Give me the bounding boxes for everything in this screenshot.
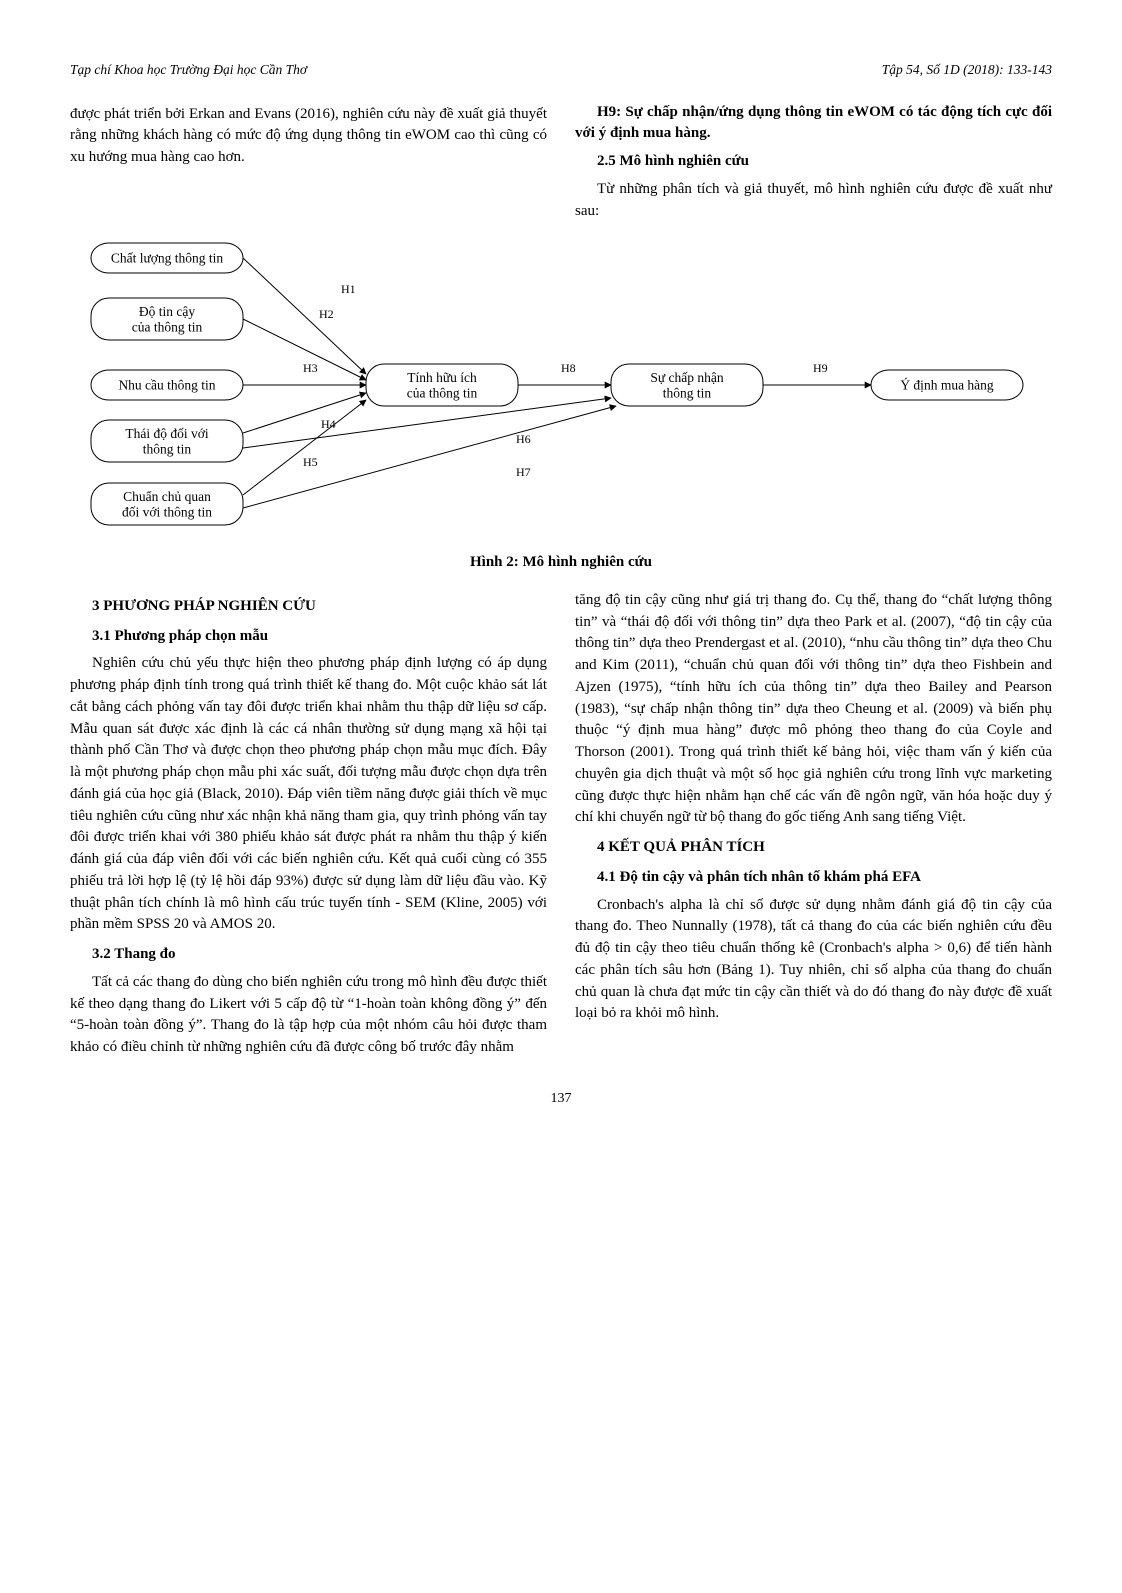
figure-2-caption: Hình 2: Mô hình nghiên cứu xyxy=(70,552,1052,574)
intro-columns: được phát triển bởi Erkan and Evans (201… xyxy=(70,102,1052,223)
sect-3-title: 3 PHƯƠNG PHÁP NGHIÊN CỨU xyxy=(92,596,547,618)
node-n6: Tính hữu íchcủa thông tin xyxy=(366,364,518,406)
edge-label-h7: H7 xyxy=(516,465,531,479)
edge-label-h9: H9 xyxy=(813,361,828,375)
svg-text:Chất lượng thông tin: Chất lượng thông tin xyxy=(111,251,224,266)
edge-h4 xyxy=(243,393,366,433)
intro-right-p: Từ những phân tích và giả thuyết, mô hìn… xyxy=(575,179,1052,223)
sect-4-title: 4 KẾT QUẢ PHÂN TÍCH xyxy=(597,837,1052,859)
svg-text:Tính hữu ích: Tính hữu ích xyxy=(407,370,477,385)
sect-3-1-title: 3.1 Phương pháp chọn mẫu xyxy=(92,626,547,648)
figure-2: H1H2H3H4H5H6H7H8H9Chất lượng thông tinĐộ… xyxy=(70,238,1052,546)
edge-h7 xyxy=(243,406,616,508)
svg-text:Nhu cầu thông tin: Nhu cầu thông tin xyxy=(118,378,215,393)
svg-text:thông tin: thông tin xyxy=(663,386,712,401)
edge-label-h2: H2 xyxy=(319,307,334,321)
node-n4: Thái độ đối vớithông tin xyxy=(91,420,243,462)
svg-text:Chuẩn chủ quan: Chuẩn chủ quan xyxy=(123,489,211,504)
svg-text:Ý định mua hàng: Ý định mua hàng xyxy=(900,378,994,393)
svg-text:Sự chấp nhận: Sự chấp nhận xyxy=(650,370,724,385)
svg-text:Thái độ đối với: Thái độ đối với xyxy=(125,426,209,441)
node-n2: Độ tin cậycủa thông tin xyxy=(91,298,243,340)
edge-label-h3: H3 xyxy=(303,361,318,375)
edge-label-h1: H1 xyxy=(341,282,356,296)
header-issue: Tập 54, Số 1D (2018): 133-143 xyxy=(882,60,1052,80)
p-3-1: Nghiên cứu chủ yếu thực hiện theo phương… xyxy=(70,653,547,936)
p-3-2: Tất cả các thang đo dùng cho biến nghiên… xyxy=(70,972,547,1059)
edge-label-h5: H5 xyxy=(303,455,318,469)
edge-h5 xyxy=(243,400,366,495)
node-n1: Chất lượng thông tin xyxy=(91,243,243,273)
svg-text:của thông tin: của thông tin xyxy=(132,320,203,335)
body-columns: 3 PHƯƠNG PHÁP NGHIÊN CỨU 3.1 Phương pháp… xyxy=(70,588,1052,1059)
sect-4-1-title: 4.1 Độ tin cậy và phân tích nhân tố khám… xyxy=(597,867,1052,889)
intro-left-p: được phát triển bởi Erkan and Evans (201… xyxy=(70,104,547,169)
sect-3-2-title: 3.2 Thang đo xyxy=(92,944,547,966)
svg-text:đối với thông tin: đối với thông tin xyxy=(122,505,212,520)
edge-label-h6: H6 xyxy=(516,432,531,446)
running-header: Tạp chí Khoa học Trường Đại học Cần Thơ … xyxy=(70,60,1052,80)
p-right-1: tăng độ tin cậy cũng như giá trị thang đ… xyxy=(575,590,1052,829)
p-4-1: Cronbach's alpha là chỉ số được sử dụng … xyxy=(575,895,1052,1026)
node-n7: Sự chấp nhậnthông tin xyxy=(611,364,763,406)
svg-text:của thông tin: của thông tin xyxy=(407,386,478,401)
node-n5: Chuẩn chủ quanđối với thông tin xyxy=(91,483,243,525)
header-journal: Tạp chí Khoa học Trường Đại học Cần Thơ xyxy=(70,60,307,80)
edge-h1 xyxy=(243,258,366,374)
svg-text:thông tin: thông tin xyxy=(143,442,192,457)
model-diagram: H1H2H3H4H5H6H7H8H9Chất lượng thông tinĐộ… xyxy=(71,238,1051,538)
svg-text:Độ tin cậy: Độ tin cậy xyxy=(139,304,195,319)
edge-label-h8: H8 xyxy=(561,361,576,375)
page-number: 137 xyxy=(70,1089,1052,1109)
h9-hypothesis: H9: Sự chấp nhận/ứng dụng thông tin eWOM… xyxy=(575,102,1052,146)
node-n8: Ý định mua hàng xyxy=(871,370,1023,400)
node-n3: Nhu cầu thông tin xyxy=(91,370,243,400)
sect-2-5-title: 2.5 Mô hình nghiên cứu xyxy=(597,151,1052,173)
